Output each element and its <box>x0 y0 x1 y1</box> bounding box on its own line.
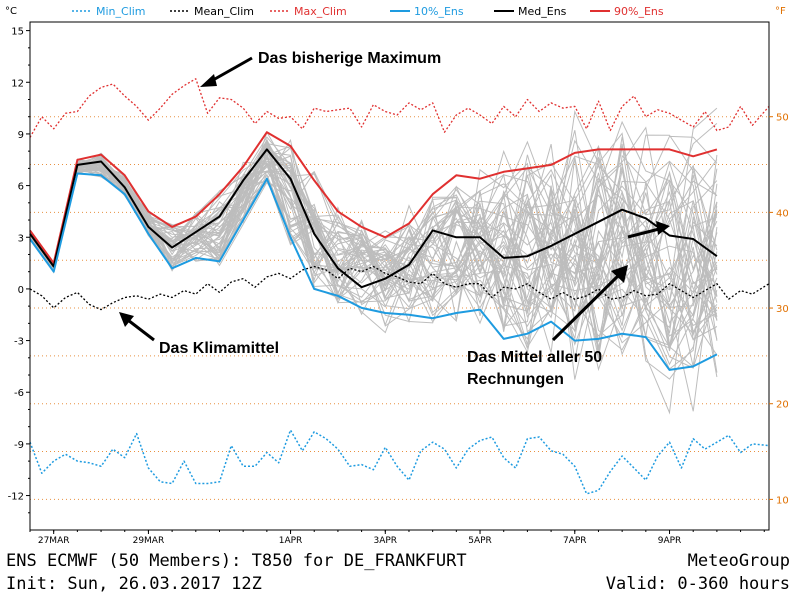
legend-label: 90%_Ens <box>614 5 664 18</box>
y-tick-label: 12 <box>11 78 24 89</box>
plot-frame <box>29 21 770 531</box>
annotations: Das bisherige Maximum Das Klimamittel Da… <box>119 50 670 388</box>
x-tick-label: 7APR <box>563 536 587 546</box>
legend-label: Mean_Clim <box>194 5 254 18</box>
series-line-10-ens <box>29 172 718 371</box>
arrow-climate-mean <box>119 312 155 342</box>
series-line-med-ens <box>29 148 718 289</box>
series-line-mean-clim <box>29 265 770 311</box>
ensemble-member-line <box>29 150 718 324</box>
y-tick-label: -9 <box>14 440 24 451</box>
y-tick-label: -3 <box>14 337 24 348</box>
y-tick-label: 0 <box>18 285 24 296</box>
y-axis-ticks: 15 12 9 6 3 0 -3 -6 -9 -12 <box>8 27 30 514</box>
y-tick-label: 3 <box>18 233 24 244</box>
annotation-maximum: Das bisherige Maximum <box>258 50 441 67</box>
arrow-ensemble-mean <box>551 221 670 342</box>
y-tick-label: 9 <box>18 130 24 141</box>
ensemble-member-line <box>29 107 718 295</box>
footer-init: Init: Sun, 26.03.2017 12Z <box>6 574 262 594</box>
x-tick-label: 1APR <box>279 536 303 546</box>
legend: Min_Clim Mean_Clim Max_Clim 10%_Ens Med_Ens 9… <box>72 5 664 18</box>
footer-title: ENS ECMWF (50 Members): T850 for DE_FRAN… <box>6 551 467 571</box>
ensemble-member-line <box>29 130 718 329</box>
series-line-90-ens <box>29 131 718 265</box>
series-lines <box>29 78 770 495</box>
y-tick-label: -12 <box>8 492 24 503</box>
unit-fahrenheit-label: °F <box>775 6 786 17</box>
arrow-maximum <box>200 56 253 87</box>
annotation-ensemble-mean-line1: Das Mittel aller 50 <box>467 349 602 366</box>
f-tick-label: 30 <box>776 304 789 315</box>
y-tick-label: 6 <box>18 182 24 193</box>
f-tick-label: 40 <box>776 208 789 219</box>
ensemble-member-line <box>29 160 718 310</box>
y-tick-label: 15 <box>11 27 24 38</box>
annotation-ensemble-mean-line2: Rechnungen <box>467 371 564 388</box>
unit-celsius-label: °C <box>5 6 17 17</box>
x-tick-label: 5APR <box>468 536 492 546</box>
f-tick-label: 10 <box>776 495 789 506</box>
f-tick-label: 50 <box>776 113 789 124</box>
ensemble-member-line <box>29 156 718 361</box>
legend-label: Max_Clim <box>294 5 347 18</box>
legend-label: Min_Clim <box>96 5 146 18</box>
series-line-min-clim <box>29 429 770 495</box>
series-line-max-clim <box>29 78 770 138</box>
x-tick-label: 9APR <box>658 536 682 546</box>
f-tick-label: 20 <box>776 400 789 411</box>
footer-provider: MeteoGroup <box>687 551 790 571</box>
x-tick-label: 27MAR <box>38 536 70 546</box>
footer-valid: Valid: 0-360 hours <box>605 574 790 594</box>
legend-label: Med_Ens <box>518 5 567 18</box>
y-tick-label: -6 <box>14 388 24 399</box>
x-tick-label: 29MAR <box>133 536 165 546</box>
annotation-climate-mean: Das Klimamittel <box>159 340 279 357</box>
f-axis-ticks: 50 40 30 20 10 <box>769 113 789 506</box>
x-axis-ticks: 27MAR 29MAR 1APR 3APR 5APR 7APR 9APR <box>29 530 765 546</box>
x-tick-label: 3APR <box>373 536 397 546</box>
legend-label: 10%_Ens <box>414 5 464 18</box>
ensemble-member-line <box>29 149 718 372</box>
ensemble-member-line <box>29 123 718 331</box>
